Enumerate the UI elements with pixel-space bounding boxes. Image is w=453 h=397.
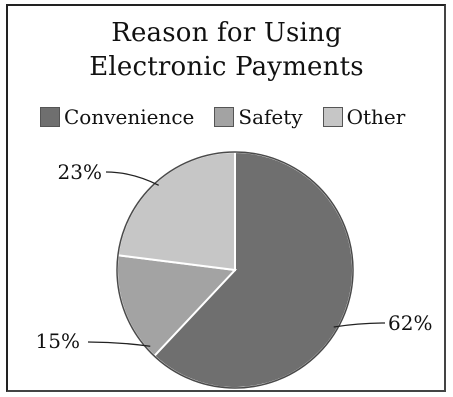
legend-swatch-convenience [40, 107, 60, 127]
pie-outline [116, 151, 354, 389]
legend-item-convenience: Convenience [40, 105, 194, 129]
legend-item-safety: Safety [214, 105, 303, 129]
chart-title-line-2: Electronic Payments [89, 52, 364, 82]
data-label-convenience: 62% [388, 311, 432, 335]
pie-slice-other [116, 150, 236, 272]
leader-line-convenience [333, 322, 386, 328]
chart-title-line-1: Reason for Using [111, 18, 342, 48]
leader-line-other [105, 171, 160, 186]
leader-line-safety [87, 341, 151, 347]
legend-label-convenience: Convenience [64, 105, 195, 129]
legend-label-other: Other [346, 105, 406, 129]
legend-swatch-safety [214, 107, 235, 127]
legend-item-other: Other [322, 105, 406, 129]
legend-swatch-other [322, 107, 343, 127]
data-label-safety: 15% [36, 329, 80, 353]
chart-legend: Convenience Safety Other [40, 104, 425, 130]
data-label-other: 23% [58, 160, 102, 184]
legend-label-safety: Safety [238, 105, 303, 129]
